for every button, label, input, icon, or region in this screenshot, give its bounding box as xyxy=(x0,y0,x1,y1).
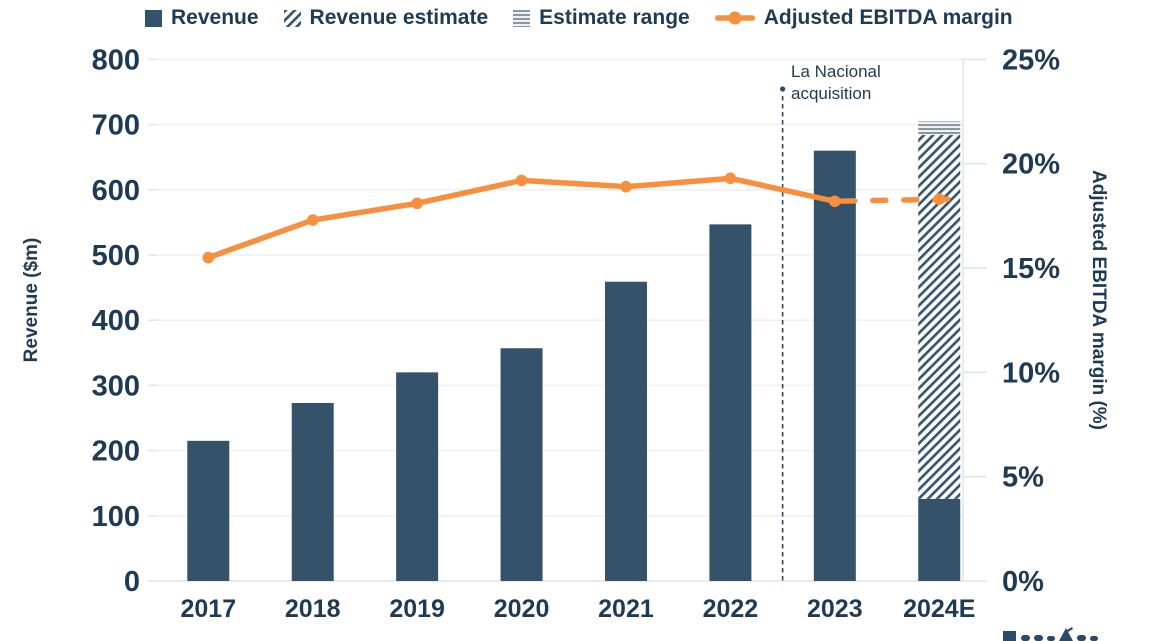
ebitda-margin-point-2021 xyxy=(620,180,632,193)
legend-item-revenue: Revenue xyxy=(145,6,259,30)
revenue-bar-2021 xyxy=(604,281,647,581)
x-axis-tick-label-2018: 2018 xyxy=(285,595,341,623)
x-axis-tick-label-2022: 2022 xyxy=(703,595,759,623)
legend: Revenue Revenue estimate Estimate range … xyxy=(145,6,1013,30)
right-axis-tick-label: 15% xyxy=(1002,253,1060,285)
revenue-bar-2024E xyxy=(918,498,961,581)
ebitda-margin-point-2023 xyxy=(829,195,841,208)
ebitda-margin-point-2024E xyxy=(933,193,946,205)
right-axis-tick-label: 10% xyxy=(1002,357,1060,389)
estimate-range-band xyxy=(918,121,961,136)
right-axis-tick-label: 25% xyxy=(1002,44,1060,76)
revenue-estimate-bar-2024E xyxy=(918,135,961,499)
legend-label-revenue-estimate: Revenue estimate xyxy=(309,6,489,29)
right-axis-title: Adjusted EBITDA margin (%) xyxy=(1088,169,1109,431)
ebitda-margin-point-2020 xyxy=(515,174,528,187)
ebitda-margin-point-2019 xyxy=(411,197,423,210)
acquisition-annotation: La Nacional acquisition xyxy=(791,62,881,103)
x-axis-tick-label-2021: 2021 xyxy=(598,595,654,623)
y-axis-tick-label: 700 xyxy=(92,110,140,142)
y-axis-tick-label: 0 xyxy=(124,566,140,598)
legend-label-ebitda-margin: Adjusted EBITDA margin xyxy=(763,6,1013,29)
ebitda-margin-point-2017 xyxy=(202,251,215,264)
legend-label-revenue: Revenue xyxy=(171,6,259,29)
estimate-range-stripe-icon xyxy=(513,9,531,27)
x-axis-tick-label-2020: 2020 xyxy=(494,595,550,623)
x-axis-tick-label-2024E: 2024E xyxy=(903,595,975,623)
x-axis-tick-label-2023: 2023 xyxy=(807,595,863,623)
revenue-bar-2018 xyxy=(291,403,334,581)
y-axis-tick-label: 300 xyxy=(92,370,140,402)
revenue-bar-2017 xyxy=(187,440,230,581)
revenue-swatch-icon xyxy=(145,9,162,27)
ebitda-margin-line-icon xyxy=(714,11,755,25)
legend-label-estimate-range: Estimate range xyxy=(539,6,690,29)
x-axis-tick-label-2019: 2019 xyxy=(389,595,445,623)
legend-item-estimate-range: Estimate range xyxy=(513,6,690,30)
y-axis-tick-label: 200 xyxy=(92,436,140,468)
revenue-bar-2020 xyxy=(500,348,543,581)
right-axis-tick-label: 0% xyxy=(1002,566,1044,598)
partial-logo xyxy=(1003,627,1098,641)
acquisition-divider-dot xyxy=(780,86,786,92)
revenue-bar-2022 xyxy=(709,224,752,581)
left-axis-title: Revenue ($m) xyxy=(21,237,42,363)
revenue-bar-2023 xyxy=(813,150,856,581)
revenue-estimate-hatch-icon xyxy=(283,9,301,27)
right-axis-tick-label: 5% xyxy=(1002,462,1044,494)
revenue-bar-2019 xyxy=(396,372,439,581)
y-axis-tick-label: 800 xyxy=(92,44,140,76)
right-axis-tick-label: 20% xyxy=(1002,149,1060,181)
y-axis-tick-label: 100 xyxy=(92,501,140,533)
ebitda-margin-point-2018 xyxy=(306,214,319,226)
x-axis-tick-label-2017: 2017 xyxy=(180,595,236,623)
legend-item-ebitda-margin: Adjusted EBITDA margin xyxy=(714,6,1013,30)
y-axis-tick-label: 500 xyxy=(92,240,140,272)
legend-item-revenue-estimate: Revenue estimate xyxy=(283,6,489,30)
y-axis-tick-label: 600 xyxy=(92,175,140,207)
ebitda-margin-point-2022 xyxy=(724,172,737,185)
y-axis-tick-label: 400 xyxy=(92,305,140,337)
